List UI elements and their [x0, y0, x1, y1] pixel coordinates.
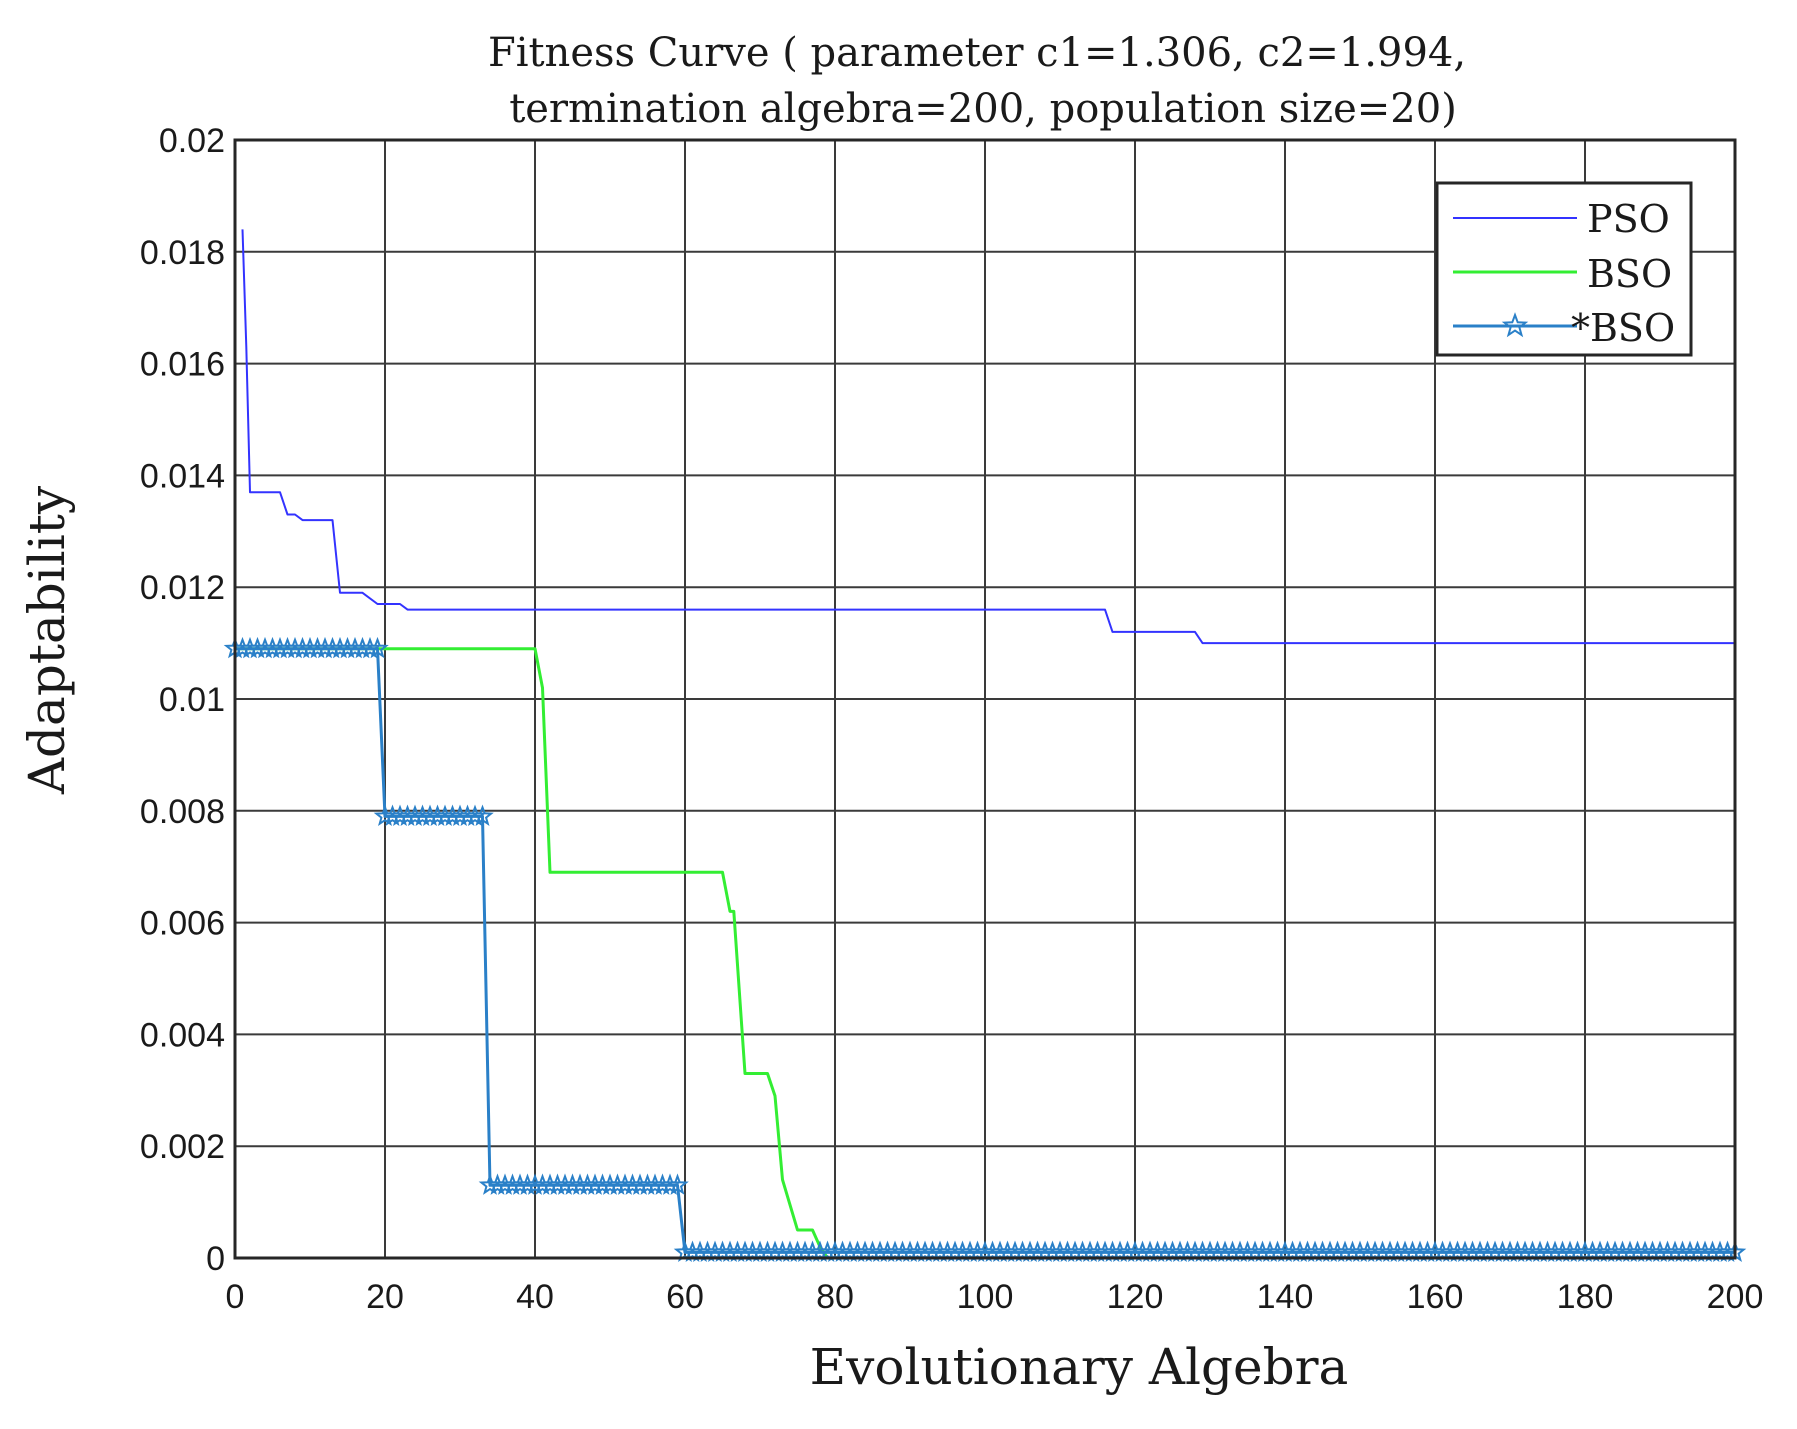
plot-area-frame	[233, 138, 1737, 1260]
y-tick-label: 0.012	[140, 569, 225, 607]
chart-title-line-2: termination algebra=200, population size…	[509, 86, 1457, 132]
legend-label-star-bso: *BSO	[1571, 306, 1675, 350]
x-tick-label: 140	[1257, 1278, 1314, 1316]
legend: PSO BSO *BSO	[1435, 181, 1693, 357]
x-tick-label: 200	[1707, 1278, 1764, 1316]
x-tick-label: 40	[516, 1278, 554, 1316]
series-marker-star	[658, 1173, 682, 1195]
legend-star-marker-icon	[1501, 312, 1529, 338]
y-tick-label: 0.004	[140, 1016, 225, 1054]
y-axis-label: Adaptability	[18, 485, 76, 795]
x-tick-label: 100	[957, 1278, 1014, 1316]
chart-title-line-1: Fitness Curve ( parameter c1=1.306, c2=1…	[488, 30, 1466, 76]
y-tick-label: 0.014	[140, 457, 225, 495]
data-series	[223, 229, 1747, 1263]
y-tick-label: 0.002	[140, 1128, 225, 1166]
y-tick-label: 0.008	[140, 793, 225, 831]
series-marker-star	[666, 1173, 689, 1195]
x-tick-label: 120	[1107, 1278, 1164, 1316]
y-tick-label: 0	[206, 1240, 225, 1278]
x-tick-label: 0	[226, 1278, 245, 1316]
tick-labels: 0 20 40 60 80 100 120 140 160 180 200 0 0.002 0.004 0.…	[140, 122, 1763, 1316]
series-marker-star	[471, 804, 494, 827]
x-axis-label: Evolutionary Algebra	[810, 1338, 1349, 1396]
legend-label-pso: PSO	[1587, 197, 1670, 241]
x-tick-label: 80	[816, 1278, 854, 1316]
x-tick-label: 20	[366, 1278, 404, 1316]
x-tick-label: 160	[1407, 1278, 1464, 1316]
series-marker-star	[358, 636, 382, 659]
series-line-bso	[235, 647, 1735, 1260]
y-tick-label: 0.016	[140, 346, 225, 384]
series-marker-star	[366, 636, 389, 659]
y-tick-label: 0.006	[140, 905, 225, 943]
y-tick-label: 0.02	[159, 122, 225, 160]
x-tick-label: 60	[666, 1278, 704, 1316]
legend-label-bso: BSO	[1587, 252, 1672, 296]
x-tick-label: 180	[1557, 1278, 1614, 1316]
series-marker-star	[463, 804, 487, 827]
y-tick-label: 0.01	[159, 681, 225, 719]
series-line-pso	[241, 229, 1735, 645]
y-tick-label: 0.018	[140, 234, 225, 272]
